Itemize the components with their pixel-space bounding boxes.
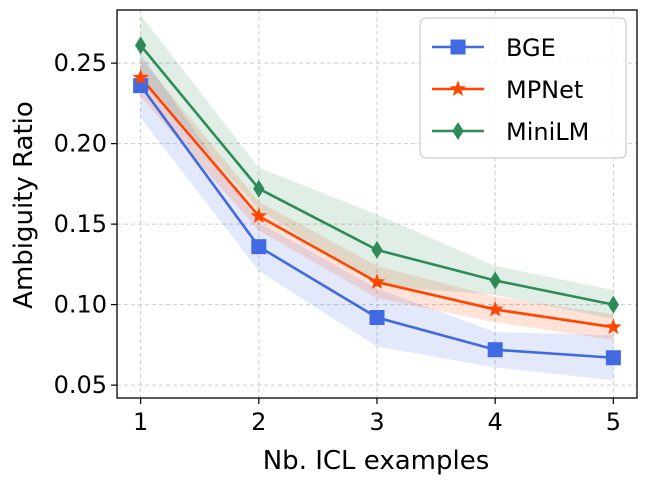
marker-bge — [251, 239, 267, 255]
y-tick-label: 0.05 — [54, 371, 107, 399]
marker-mpnet — [132, 68, 149, 85]
x-tick-label: 2 — [251, 408, 266, 436]
marker-bge — [605, 350, 621, 366]
y-tick-label: 0.15 — [54, 210, 107, 238]
marker-mpnet — [250, 207, 268, 224]
legend-label-minilm: MiniLM — [506, 118, 589, 146]
marker-minilm — [135, 36, 147, 55]
marker-minilm — [489, 271, 501, 290]
marker-mpnet — [605, 318, 622, 335]
legend-label-mpnet: MPNet — [506, 76, 583, 104]
marker-mpnet — [368, 273, 386, 290]
x-axis-label: Nb. ICL examples — [263, 446, 490, 476]
marker-bge — [369, 310, 385, 326]
legend-box — [419, 17, 627, 159]
x-tick-label: 1 — [133, 408, 148, 436]
legend-marker-bge — [450, 39, 466, 55]
markers-layer — [132, 36, 622, 366]
x-tick-label: 4 — [488, 408, 503, 436]
marker-mpnet — [486, 300, 504, 317]
marker-minilm — [607, 295, 619, 314]
legend-marker-mpnet — [449, 80, 467, 96]
y-tick-label: 0.10 — [54, 291, 107, 319]
marker-minilm — [371, 240, 383, 259]
ticks-layer: 0.05 0.10 0.15 0.20 0.25 1 2 3 4 5 — [54, 49, 621, 436]
x-tick-label: 3 — [369, 408, 384, 436]
y-axis-label: Ambiguity Ratio — [9, 101, 39, 309]
y-tick-label: 0.25 — [54, 49, 107, 77]
marker-minilm — [253, 179, 265, 198]
legend-label-bge: BGE — [506, 34, 556, 62]
legend-marker-minilm — [452, 122, 464, 140]
y-tick-label: 0.20 — [54, 130, 107, 158]
marker-bge — [487, 342, 503, 358]
legend: BGE MPNet MiniLM — [419, 17, 627, 159]
x-tick-label: 5 — [606, 408, 621, 436]
